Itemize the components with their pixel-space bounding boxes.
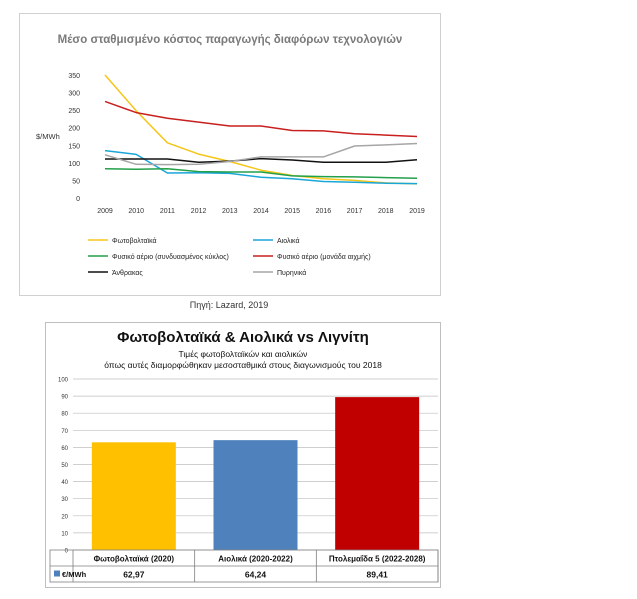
y-tick-label: 10: [61, 531, 68, 537]
line-chart-title: Μέσο σταθμισμένο κόστος παραγωγής διαφόρ…: [57, 34, 403, 46]
x-tick-label: 2012: [191, 208, 207, 215]
y-tick-label: 0: [76, 196, 80, 203]
y-tick-label: 20: [61, 514, 68, 520]
y-tick-label: 200: [68, 126, 80, 133]
category-label: Φωτοβολταϊκά (2020): [94, 555, 175, 564]
series-line: [104, 142, 418, 166]
y-tick-label: 0: [65, 549, 69, 555]
y-tick-label: 70: [61, 429, 68, 435]
x-tick-label: 2018: [378, 208, 394, 215]
x-tick-label: 2014: [253, 208, 269, 215]
x-tick-label: 2016: [316, 208, 332, 215]
legend-label: Άνθρακας: [112, 270, 143, 277]
data-label: 62,97: [123, 570, 145, 580]
y-tick-label: 50: [72, 178, 80, 185]
x-tick-label: 2019: [409, 208, 425, 215]
legend-label: Πυρηνικά: [277, 269, 306, 277]
x-tick-label: 2011: [160, 208, 175, 215]
y-tick-label: 40: [61, 480, 68, 486]
category-label: Αιολικά (2020-2022): [218, 555, 293, 564]
y-tick-label: 50: [61, 463, 68, 469]
line-chart-svg: $/MWh 0 50 100 150 200 250 300 350 2009 2010 2011 20…: [36, 73, 425, 277]
x-tick-label: 2013: [222, 208, 238, 215]
y-tick-label: 60: [61, 446, 68, 452]
bar-chart-panel: Φωτοβολταϊκά & Αιολικά vs Λιγνίτη Τιμές …: [45, 322, 441, 588]
line-chart-panel: Μέσο σταθμισμένο κόστος παραγωγής διαφόρ…: [19, 13, 441, 296]
series-line: [104, 74, 418, 185]
y-axis-label: $/MWh: [36, 132, 60, 141]
legend-marker: [54, 570, 60, 577]
x-tick-label: 2010: [128, 208, 144, 215]
x-tick-label: 2017: [347, 208, 363, 215]
y-tick-label: 100: [68, 161, 80, 168]
y-tick-label: 350: [68, 73, 80, 80]
bar-chart-svg: 0 10 20 30 40 50 60 70 80 90 100 Φωτοβολταϊκά (2020…: [49, 378, 439, 583]
series-line: [104, 149, 418, 185]
legend-label: Φωτοβολταϊκά: [112, 237, 157, 245]
series-line: [104, 100, 418, 138]
x-tick-label: 2015: [284, 208, 300, 215]
bar-chart-subtitle-line-1: Τιμές φωτοβολταϊκών και αιολικών: [178, 349, 308, 359]
bar: [213, 440, 298, 550]
legend-label: Φυσικό αέριο (μονάδα αιχμής): [277, 253, 371, 261]
bar: [91, 442, 176, 550]
bar-chart-subtitle-line-2: όπως αυτές διαμορφώθηκαν μεσοσταθμικά στ…: [104, 360, 382, 370]
y-tick-label: 100: [58, 378, 69, 384]
y-tick-label: 80: [61, 412, 68, 418]
bar: [335, 397, 420, 550]
category-label: Πτολεμαΐδα 5 (2022-2028): [329, 555, 426, 564]
legend-label: €/MWh: [62, 570, 87, 579]
y-tick-label: 30: [61, 497, 68, 503]
bar-chart-subtitle: Τιμές φωτοβολταϊκών και αιολικών όπως αυ…: [46, 349, 440, 371]
y-tick-label: 90: [61, 395, 68, 401]
y-tick-label: 150: [68, 143, 80, 150]
data-label: 89,41: [367, 570, 389, 580]
source-note: Πηγή: Lazard, 2019: [189, 300, 269, 310]
legend-label: Αιολικά: [277, 237, 300, 245]
bar-chart-title: Φωτοβολταϊκά & Αιολικά vs Λιγνίτη: [117, 329, 369, 346]
y-tick-label: 300: [68, 91, 80, 98]
y-tick-label: 250: [68, 108, 80, 115]
legend-label: Φυσικό αέριο (συνδυασμένος κύκλος): [112, 253, 229, 261]
series-line: [105, 157, 418, 163]
data-label: 64,24: [245, 570, 267, 580]
series-line: [104, 168, 418, 180]
x-tick-label: 2009: [97, 208, 113, 215]
